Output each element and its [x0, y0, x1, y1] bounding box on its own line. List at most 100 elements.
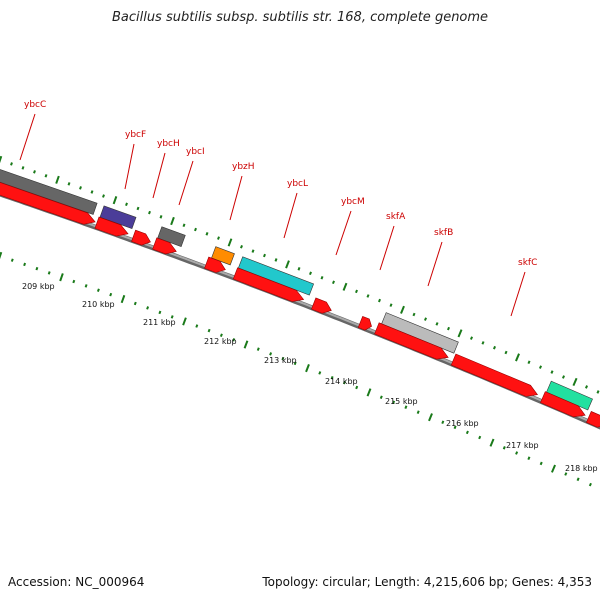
minor-tick: [481, 341, 485, 345]
gene-label-skfB: skfB: [434, 228, 453, 238]
minor-tick: [10, 162, 13, 166]
gene-label-skfC: skfC: [518, 258, 537, 268]
cds-arrow: [357, 315, 372, 331]
minor-tick: [47, 271, 51, 275]
scale-label: 215 kbp: [385, 397, 418, 406]
minor-tick: [297, 267, 301, 271]
minor-tick: [194, 227, 197, 232]
minor-tick: [217, 236, 220, 240]
minor-tick: [256, 347, 260, 351]
minor-tick: [424, 317, 427, 321]
minor-tick: [79, 186, 82, 190]
cds-arrow: [131, 229, 151, 246]
label-leader-line: [124, 143, 135, 190]
minor-tick: [355, 385, 359, 390]
major-tick: [428, 413, 433, 422]
minor-tick: [389, 303, 393, 307]
minor-tick: [90, 190, 94, 194]
minor-tick: [584, 385, 589, 389]
minor-tick: [330, 375, 334, 380]
major-tick: [120, 294, 126, 304]
minor-tick: [195, 324, 199, 328]
label-leader-line: [229, 175, 243, 221]
minor-tick: [84, 284, 88, 288]
cds-arrow: [0, 182, 96, 225]
minor-tick: [447, 326, 450, 331]
minor-tick: [263, 253, 266, 258]
minor-tick: [23, 262, 27, 267]
minor-tick: [146, 306, 150, 310]
accession-text: Accession: NC_000964: [8, 575, 145, 589]
cds-arrow: [450, 353, 538, 397]
minor-tick: [538, 365, 543, 369]
minor-tick: [504, 350, 508, 355]
minor-tick: [392, 400, 396, 404]
minor-tick: [378, 298, 381, 303]
scale-label: 214 kbp: [325, 377, 358, 386]
minor-tick: [416, 410, 420, 414]
minor-tick: [465, 430, 469, 435]
minor-tick: [136, 206, 140, 211]
topology-text: Topology: circular; Length: 4,215,606 bp…: [262, 575, 592, 589]
scale-label: 217 kbp: [506, 441, 539, 450]
minor-tick: [478, 435, 482, 440]
minor-tick: [404, 405, 408, 409]
minor-tick: [133, 301, 137, 306]
label-leader-line: [19, 113, 36, 161]
scale-label: 211 kbp: [143, 318, 176, 327]
minor-tick: [502, 446, 506, 450]
minor-tick: [10, 258, 14, 262]
minor-tick: [355, 289, 358, 294]
minor-tick: [527, 456, 531, 460]
major-tick: [285, 260, 290, 269]
gene-label-ybcF: ybcF: [125, 130, 146, 140]
gene-label-skfA: skfA: [386, 212, 406, 222]
backbone-line: [0, 191, 600, 430]
minor-tick: [159, 215, 163, 219]
major-tick: [515, 353, 520, 362]
minor-tick: [561, 375, 566, 379]
minor-tick: [596, 390, 600, 394]
scale-label: 218 kbp: [565, 464, 598, 473]
minor-tick: [441, 420, 445, 425]
minor-tick: [281, 356, 285, 361]
label-leader-line: [152, 152, 166, 199]
scale-label: 213 kbp: [264, 356, 297, 365]
minor-tick: [564, 472, 568, 476]
label-leader-line: [178, 160, 194, 206]
minor-tick: [158, 310, 162, 315]
label-leader-line: [335, 210, 352, 256]
minor-tick: [96, 288, 100, 292]
minor-tick: [205, 232, 209, 236]
minor-tick: [539, 461, 543, 466]
cds-arrow: [540, 391, 586, 418]
minor-tick: [125, 202, 128, 207]
minor-tick: [274, 258, 278, 262]
minor-tick: [67, 182, 71, 186]
major-tick: [457, 329, 463, 338]
gene-ybzH: [211, 246, 235, 266]
major-tick: [227, 238, 233, 247]
backbone: [0, 191, 600, 430]
label-leader-line: [427, 241, 443, 287]
minor-tick: [148, 210, 151, 215]
gene-label-ybcI: ybcI: [186, 147, 205, 157]
minor-tick: [182, 223, 186, 228]
minor-tick: [251, 249, 255, 253]
cds-arrow: [204, 256, 226, 273]
minor-tick: [269, 352, 273, 356]
minor-tick: [232, 338, 236, 342]
major-tick: [342, 282, 348, 291]
major-tick: [55, 175, 60, 184]
gene-labels: ybcC ybcF ybcH ybcI ybzH ybcL ybcM skfA skfB skfC: [19, 100, 537, 317]
major-tick: [305, 364, 310, 373]
cds-arrow: [94, 216, 129, 237]
gene-label-ybcM: ybcM: [341, 197, 365, 207]
minor-tick: [453, 425, 457, 430]
minor-tick: [366, 294, 370, 298]
minor-tick: [412, 312, 416, 317]
cds-arrow: [374, 322, 449, 360]
cds-arrow: [586, 411, 600, 428]
major-tick: [243, 340, 249, 349]
